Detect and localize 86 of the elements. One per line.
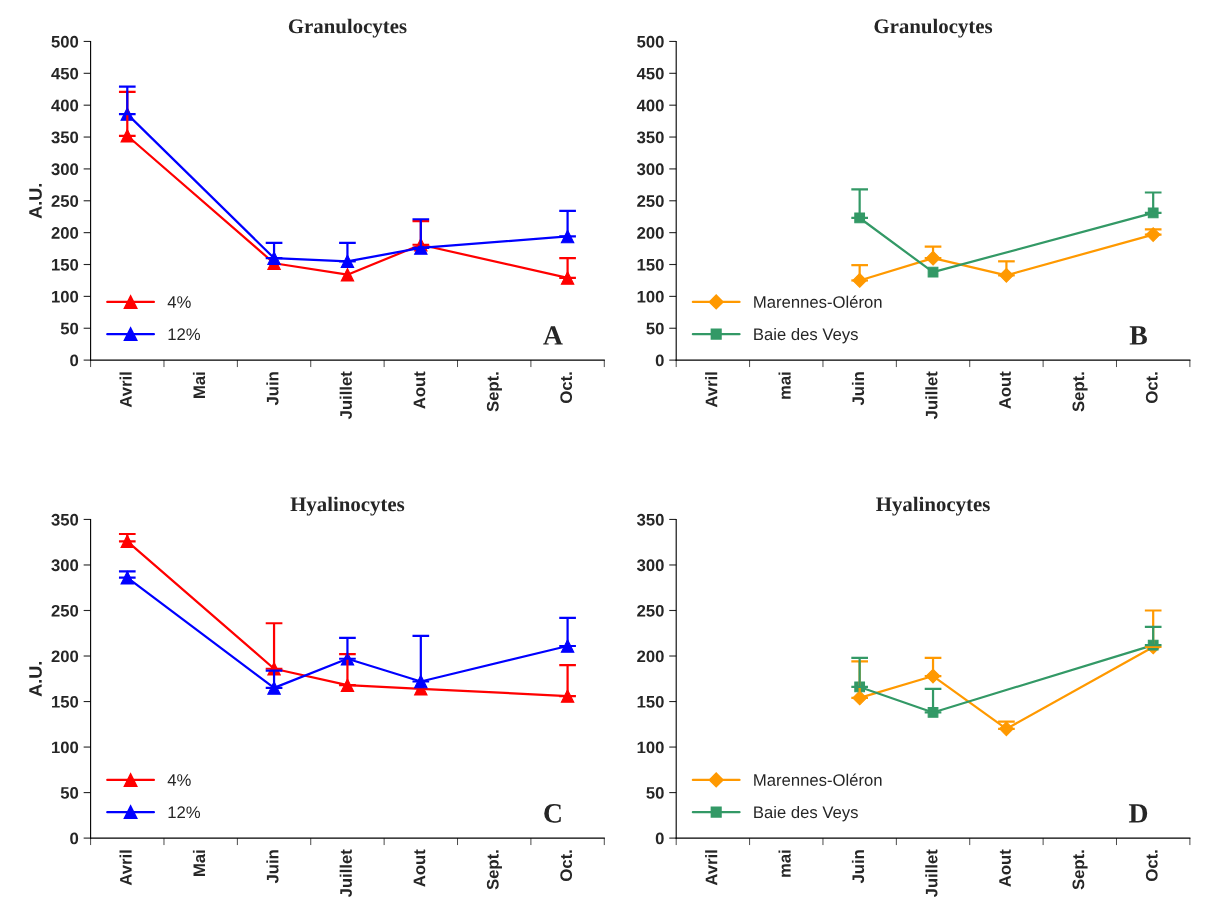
y-tick-label: 200 — [637, 650, 664, 663]
y-axis-title: A.U. — [29, 183, 42, 219]
annotation: A — [543, 326, 563, 345]
y-tick-label: 100 — [637, 741, 664, 754]
x-tick-label: Avril — [705, 372, 718, 408]
x-tick-label: Avril — [119, 850, 132, 886]
annotation: B — [1129, 326, 1147, 345]
y-tick-label: 150 — [637, 258, 664, 271]
y-tick-label: 250 — [51, 195, 79, 207]
annotation: C — [544, 804, 561, 823]
x-tick-label: Juin — [851, 850, 865, 884]
x-tick-label: Juillet — [339, 371, 352, 420]
x-tick-label: Mai — [192, 850, 206, 876]
x-tick-label: mai — [778, 372, 791, 399]
y-tick-label: 350 — [51, 513, 79, 526]
annotation: D — [1128, 804, 1148, 823]
y-tick-label: 150 — [52, 695, 79, 708]
y-tick-label: 300 — [636, 559, 664, 572]
point — [927, 266, 939, 278]
legend-label: Baie des Veys — [754, 327, 858, 344]
x-tick-label: Oct. — [560, 850, 573, 881]
y-tick-label: 200 — [51, 227, 79, 239]
x-tick-label: Aout — [999, 371, 1011, 409]
y-tick-label: 400 — [51, 99, 79, 112]
y-tick-label: 150 — [52, 258, 79, 271]
x-tick-label: Sept. — [486, 372, 502, 412]
x-tick-label: Juin — [266, 372, 279, 406]
y-tick-label: 50 — [646, 322, 664, 335]
x-tick-label: Juillet — [925, 849, 938, 898]
y-tick-label: 0 — [70, 832, 79, 845]
legend-label: 12% — [168, 328, 201, 341]
x-tick-label: Sept. — [486, 850, 502, 890]
y-tick-label: 300 — [51, 559, 79, 572]
chart-title: Hyalinocytes — [876, 496, 990, 516]
y-tick-label: 0 — [70, 354, 79, 367]
y-tick-label: 200 — [637, 227, 664, 239]
x-tick-label: Aout — [413, 371, 426, 409]
y-tick-label: 350 — [636, 513, 664, 526]
legend-label: 4% — [167, 296, 191, 308]
y-tick-label: 300 — [51, 163, 79, 176]
point — [340, 267, 355, 282]
chart-title: Hyalinocytes — [290, 496, 405, 516]
x-tick-label: Juin — [266, 850, 279, 884]
x-tick-label: mai — [778, 850, 791, 877]
y-tick-label: 200 — [51, 650, 79, 663]
x-tick-label: Juin — [851, 372, 865, 406]
y-tick-label: 150 — [637, 695, 664, 708]
y-axis-title: A.U. — [29, 661, 42, 697]
x-tick-label: Mai — [192, 372, 206, 398]
x-tick-label: Oct. — [1145, 372, 1158, 403]
x-tick-label: Juillet — [339, 849, 352, 898]
legend-label: 12% — [168, 806, 201, 819]
y-tick-label: 0 — [655, 832, 664, 845]
y-tick-label: 50 — [646, 786, 664, 799]
x-tick-label: Avril — [705, 850, 718, 886]
legend-label: 4% — [167, 774, 191, 786]
x-tick-label: Juillet — [925, 371, 938, 420]
legend-label: Baie des Veys — [754, 805, 858, 822]
x-tick-label: Sept. — [1072, 850, 1088, 890]
x-tick-label: Avril — [119, 372, 132, 408]
y-tick-label: 450 — [636, 67, 664, 80]
y-tick-label: 350 — [51, 131, 79, 144]
x-tick-label: Aout — [999, 849, 1011, 887]
y-tick-label: 250 — [637, 195, 664, 207]
y-tick-label: 450 — [51, 67, 79, 80]
chart-title: Granulocytes — [874, 18, 993, 38]
y-tick-label: 0 — [655, 354, 664, 367]
y-tick-label: 50 — [60, 322, 79, 335]
y-tick-label: 500 — [51, 35, 79, 48]
y-tick-label: 350 — [636, 131, 664, 144]
chart-title: Granulocytes — [288, 18, 407, 38]
x-tick-label: Sept. — [1072, 372, 1088, 412]
y-tick-label: 50 — [60, 786, 79, 799]
x-tick-label: Aout — [413, 849, 426, 887]
y-tick-label: 500 — [637, 35, 664, 48]
y-tick-label: 250 — [51, 604, 79, 617]
y-tick-label: 300 — [636, 163, 664, 176]
x-tick-label: Oct. — [1145, 850, 1158, 881]
y-tick-label: 100 — [52, 741, 79, 754]
x-tick-label: Oct. — [560, 372, 573, 403]
y-tick-label: 250 — [637, 604, 664, 617]
y-tick-label: 100 — [637, 290, 664, 303]
legend-label: Marennes-Oléron — [754, 295, 882, 308]
y-tick-label: 400 — [636, 99, 664, 112]
legend-label: Marennes-Oléron — [754, 773, 882, 786]
y-tick-label: 100 — [52, 290, 79, 303]
